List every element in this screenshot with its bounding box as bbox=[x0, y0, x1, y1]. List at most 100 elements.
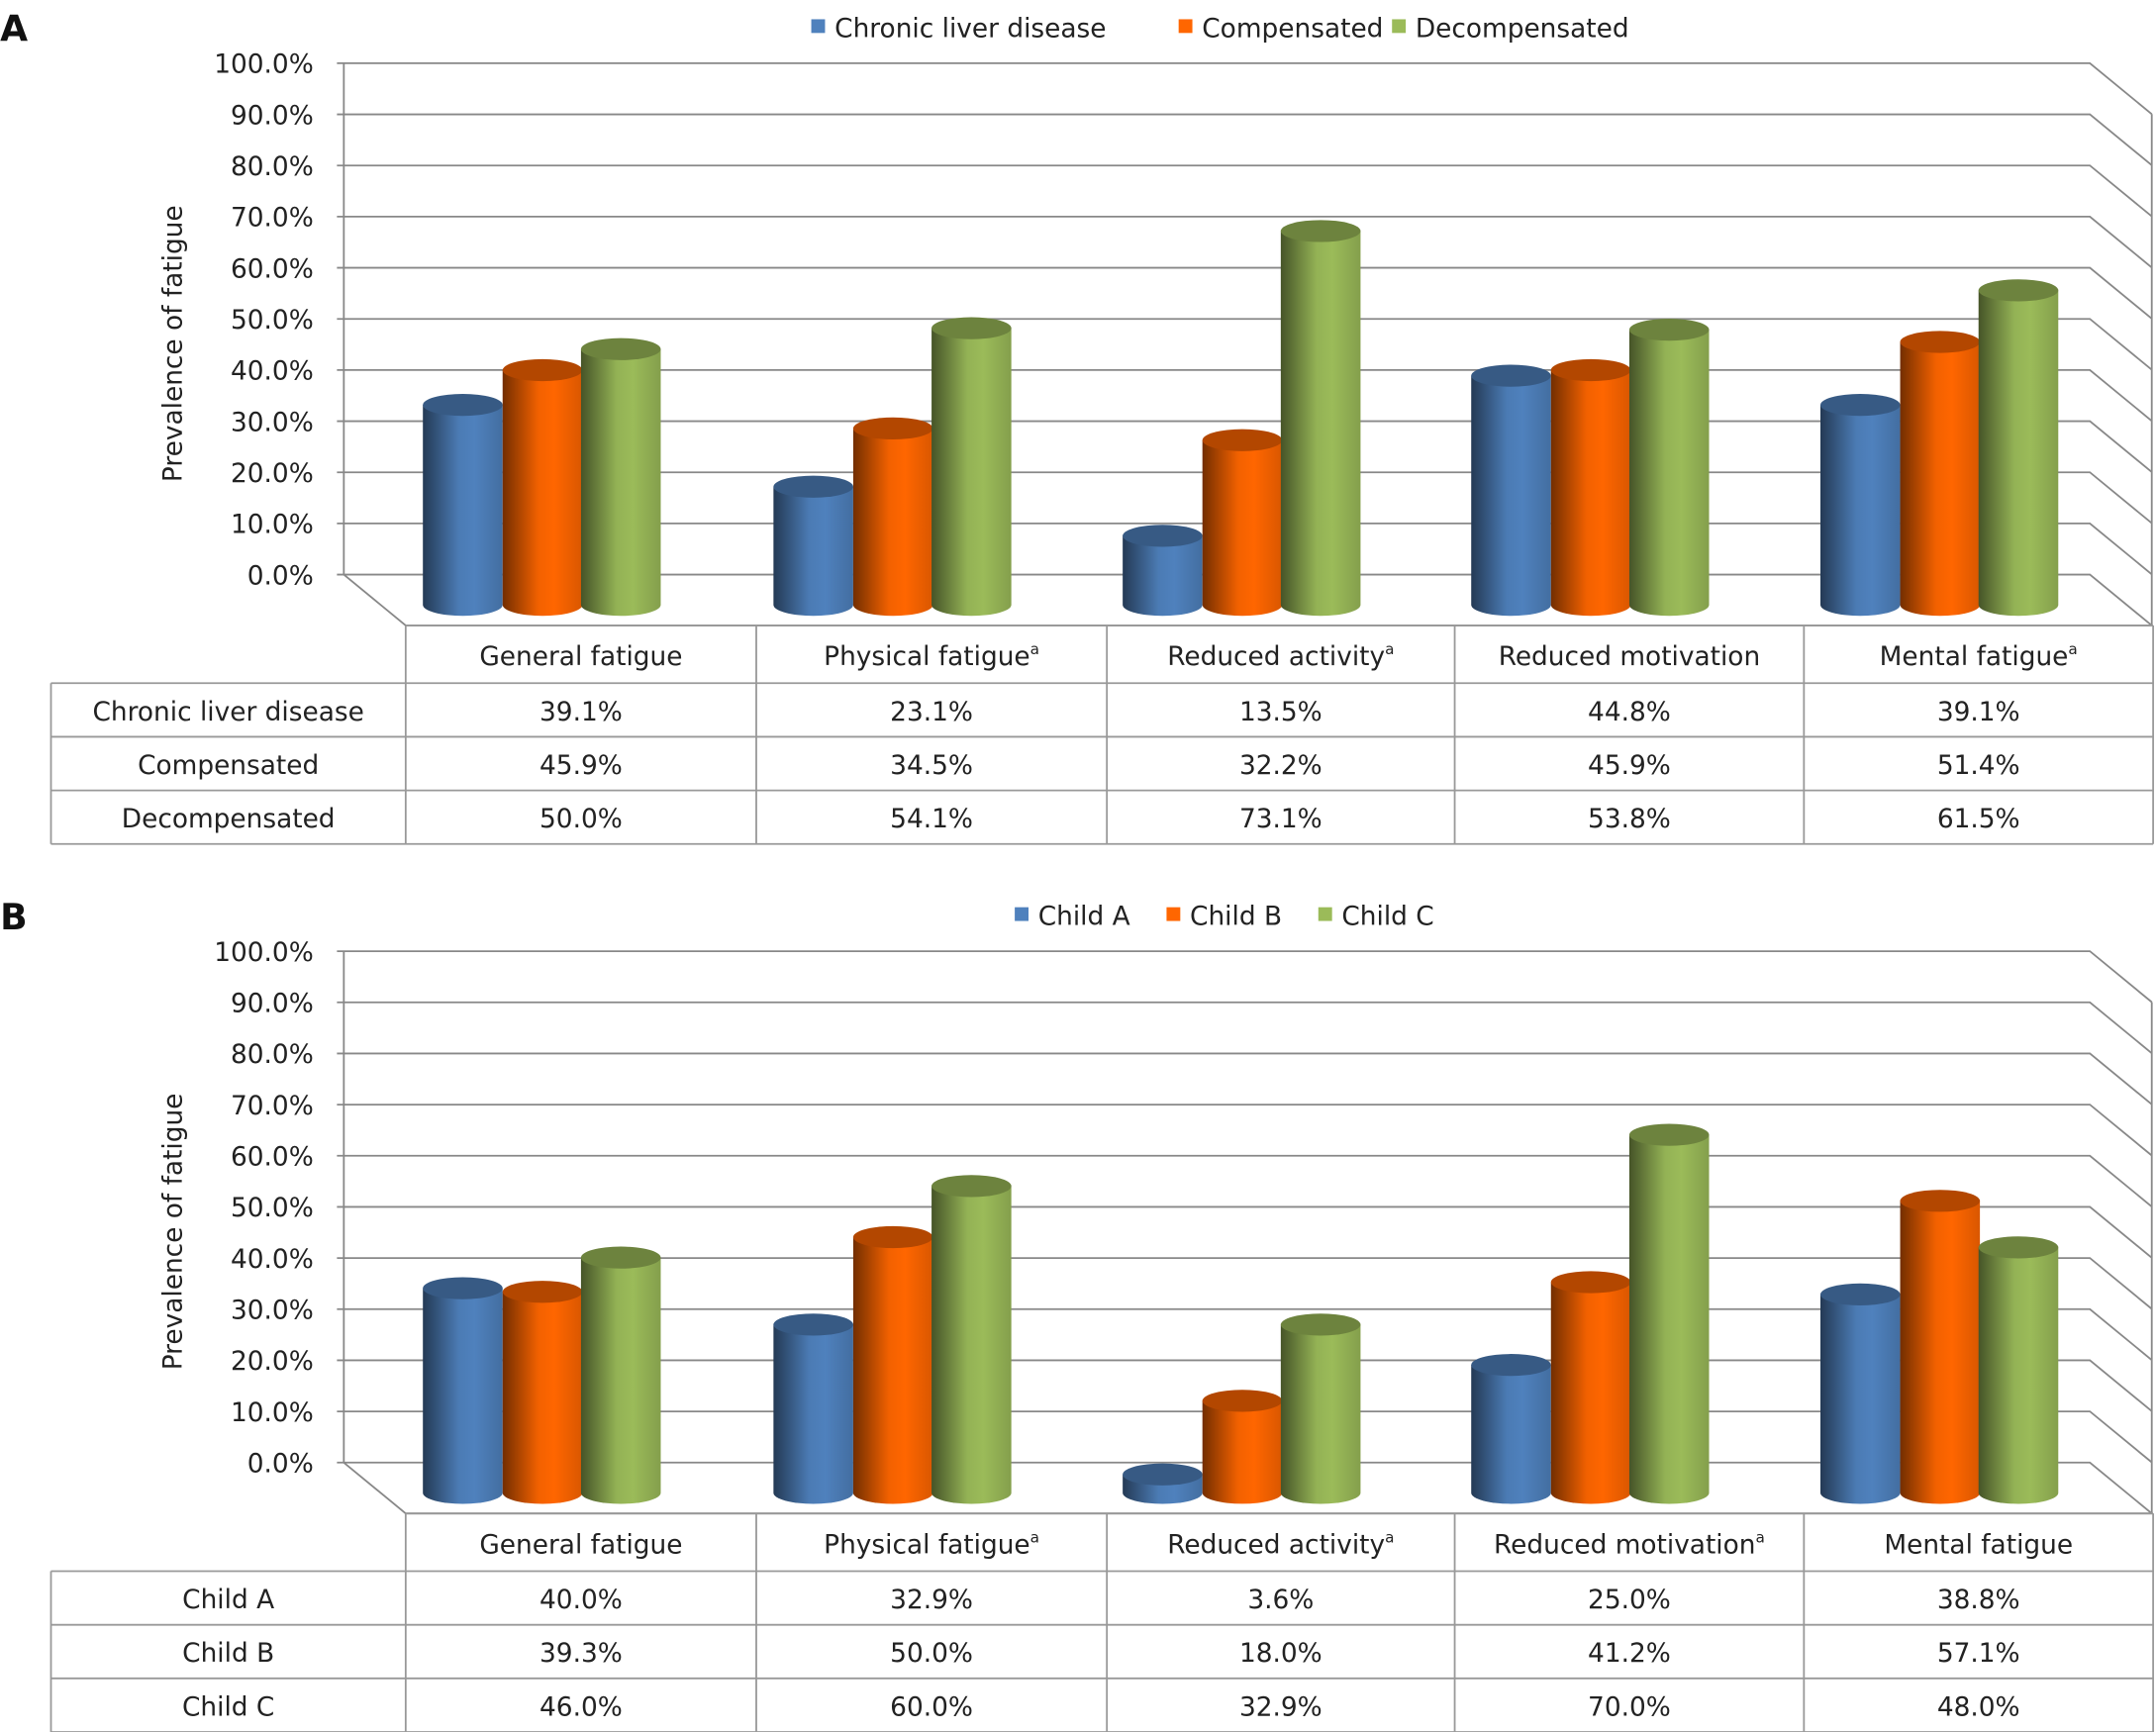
bar-body bbox=[852, 428, 933, 617]
y-axis: 0.0% 10.0% 20.0% 30.0% 40.0% 50.0% 60.0% 70.0% 8… bbox=[158, 50, 2153, 626]
category-label: Mental fatiguea bbox=[1880, 640, 2078, 672]
bar bbox=[1550, 1271, 1631, 1504]
legend-swatch bbox=[1015, 907, 1029, 921]
category-label: General fatigue bbox=[479, 1530, 682, 1560]
bar-top bbox=[502, 358, 583, 382]
bar bbox=[1202, 1390, 1283, 1504]
table-cell: 60.0% bbox=[890, 1692, 973, 1722]
category-label: Reduced activitya bbox=[1167, 640, 1394, 672]
table-cell: 32.9% bbox=[1239, 1692, 1323, 1722]
category-label: Mental fatigue bbox=[1884, 1530, 2073, 1560]
y-tick-label: 100.0% bbox=[214, 50, 314, 80]
bar-body bbox=[1628, 1134, 1710, 1504]
bar-body bbox=[931, 1186, 1012, 1504]
bar-top bbox=[1628, 1123, 1710, 1146]
bar bbox=[1123, 1463, 1203, 1504]
gridline bbox=[337, 318, 2153, 371]
gridline bbox=[337, 368, 2153, 422]
gridline bbox=[337, 1307, 2153, 1361]
bar-top bbox=[931, 1175, 1012, 1198]
data-table: General fatigue Physical fatiguea Reduced … bbox=[49, 1512, 2155, 1732]
y-tick-label: 80.0% bbox=[231, 1040, 314, 1070]
bar bbox=[1628, 1123, 1710, 1504]
table-cell: 61.5% bbox=[1937, 805, 2020, 834]
legend-swatch bbox=[1318, 907, 1332, 921]
gridline bbox=[337, 1154, 2153, 1207]
bar-top bbox=[502, 1281, 583, 1303]
bar bbox=[773, 1313, 853, 1504]
y-tick-label: 20.0% bbox=[231, 459, 314, 489]
bar-body bbox=[1123, 535, 1203, 617]
y-tick-label: 60.0% bbox=[231, 1142, 314, 1172]
table-cell: 38.8% bbox=[1937, 1586, 2020, 1615]
y-tick-label: 60.0% bbox=[231, 254, 314, 284]
legend-entry: Child B bbox=[1190, 903, 1282, 932]
bar-top bbox=[1900, 331, 1981, 353]
bar-body bbox=[580, 1257, 661, 1504]
category-label: Physical fatiguea bbox=[824, 1528, 1039, 1560]
bar bbox=[1978, 1236, 2059, 1504]
gridline bbox=[337, 1359, 2153, 1412]
legend-entry: Chronic liver disease bbox=[834, 15, 1106, 45]
bar bbox=[931, 1175, 1012, 1504]
bar-body bbox=[1900, 341, 1981, 617]
bar-body bbox=[423, 405, 503, 617]
gridline bbox=[337, 1205, 2153, 1259]
table-cell: 50.0% bbox=[890, 1639, 973, 1669]
y-tick-label: 30.0% bbox=[231, 408, 314, 437]
legend-swatch bbox=[1392, 19, 1407, 34]
table-row-header: Child C bbox=[182, 1692, 274, 1722]
bar-body bbox=[1550, 1282, 1631, 1504]
table-row-header: Compensated bbox=[138, 751, 319, 781]
table-cell: 53.8% bbox=[1588, 805, 1671, 834]
bar-top bbox=[423, 1277, 503, 1299]
gridline bbox=[337, 420, 2153, 473]
bar-body bbox=[1900, 1201, 1981, 1504]
legend-entry: Decompensated bbox=[1416, 15, 1629, 45]
bar-body bbox=[852, 1237, 933, 1504]
table-cell: 39.1% bbox=[1937, 698, 2020, 727]
bar-body bbox=[1280, 231, 1361, 617]
bar bbox=[423, 1277, 503, 1504]
table-cell: 45.9% bbox=[1588, 751, 1671, 781]
bar-body bbox=[1202, 439, 1283, 617]
bar-top bbox=[1202, 1390, 1283, 1412]
bar bbox=[1471, 364, 1551, 617]
bar-top bbox=[852, 1225, 933, 1249]
bar bbox=[852, 1225, 933, 1504]
table-cell: 23.1% bbox=[890, 698, 973, 727]
bar bbox=[502, 1281, 583, 1504]
table-row-header: Decompensated bbox=[122, 805, 336, 834]
legend: Chronic liver disease Compensated Decompen… bbox=[811, 15, 1629, 45]
table-cell: 41.2% bbox=[1588, 1639, 1671, 1669]
table-cell: 45.9% bbox=[539, 751, 623, 781]
bar-body bbox=[1978, 290, 2059, 617]
y-tick-label: 10.0% bbox=[231, 511, 314, 540]
bar-body bbox=[1280, 1324, 1361, 1504]
legend-entry: Child A bbox=[1038, 903, 1130, 932]
bar-body bbox=[931, 328, 1012, 617]
category-label: Physical fatiguea bbox=[824, 640, 1039, 672]
bar-top bbox=[931, 317, 1012, 339]
series-chronic-liver-disease bbox=[423, 364, 1901, 617]
table-row-header: Child B bbox=[182, 1639, 274, 1669]
bar bbox=[1280, 1313, 1361, 1504]
bar-top bbox=[852, 417, 933, 439]
bar-top bbox=[1471, 1354, 1551, 1377]
bar-top bbox=[1280, 220, 1361, 242]
bar-top bbox=[1628, 319, 1710, 341]
series-child-c bbox=[580, 1123, 2059, 1504]
y-tick-label: 100.0% bbox=[214, 938, 314, 968]
bar-top bbox=[1550, 358, 1631, 382]
bar-top bbox=[580, 1246, 661, 1269]
bar bbox=[852, 417, 933, 617]
bar bbox=[580, 1246, 661, 1504]
bar bbox=[1900, 331, 1981, 617]
table-cell: 54.1% bbox=[890, 805, 973, 834]
y-tick-label: 0.0% bbox=[247, 1450, 314, 1480]
table-cell: 73.1% bbox=[1239, 805, 1323, 834]
bar-body bbox=[1202, 1400, 1283, 1504]
table-cell: 46.0% bbox=[539, 1692, 623, 1722]
table-cell: 50.0% bbox=[539, 805, 623, 834]
